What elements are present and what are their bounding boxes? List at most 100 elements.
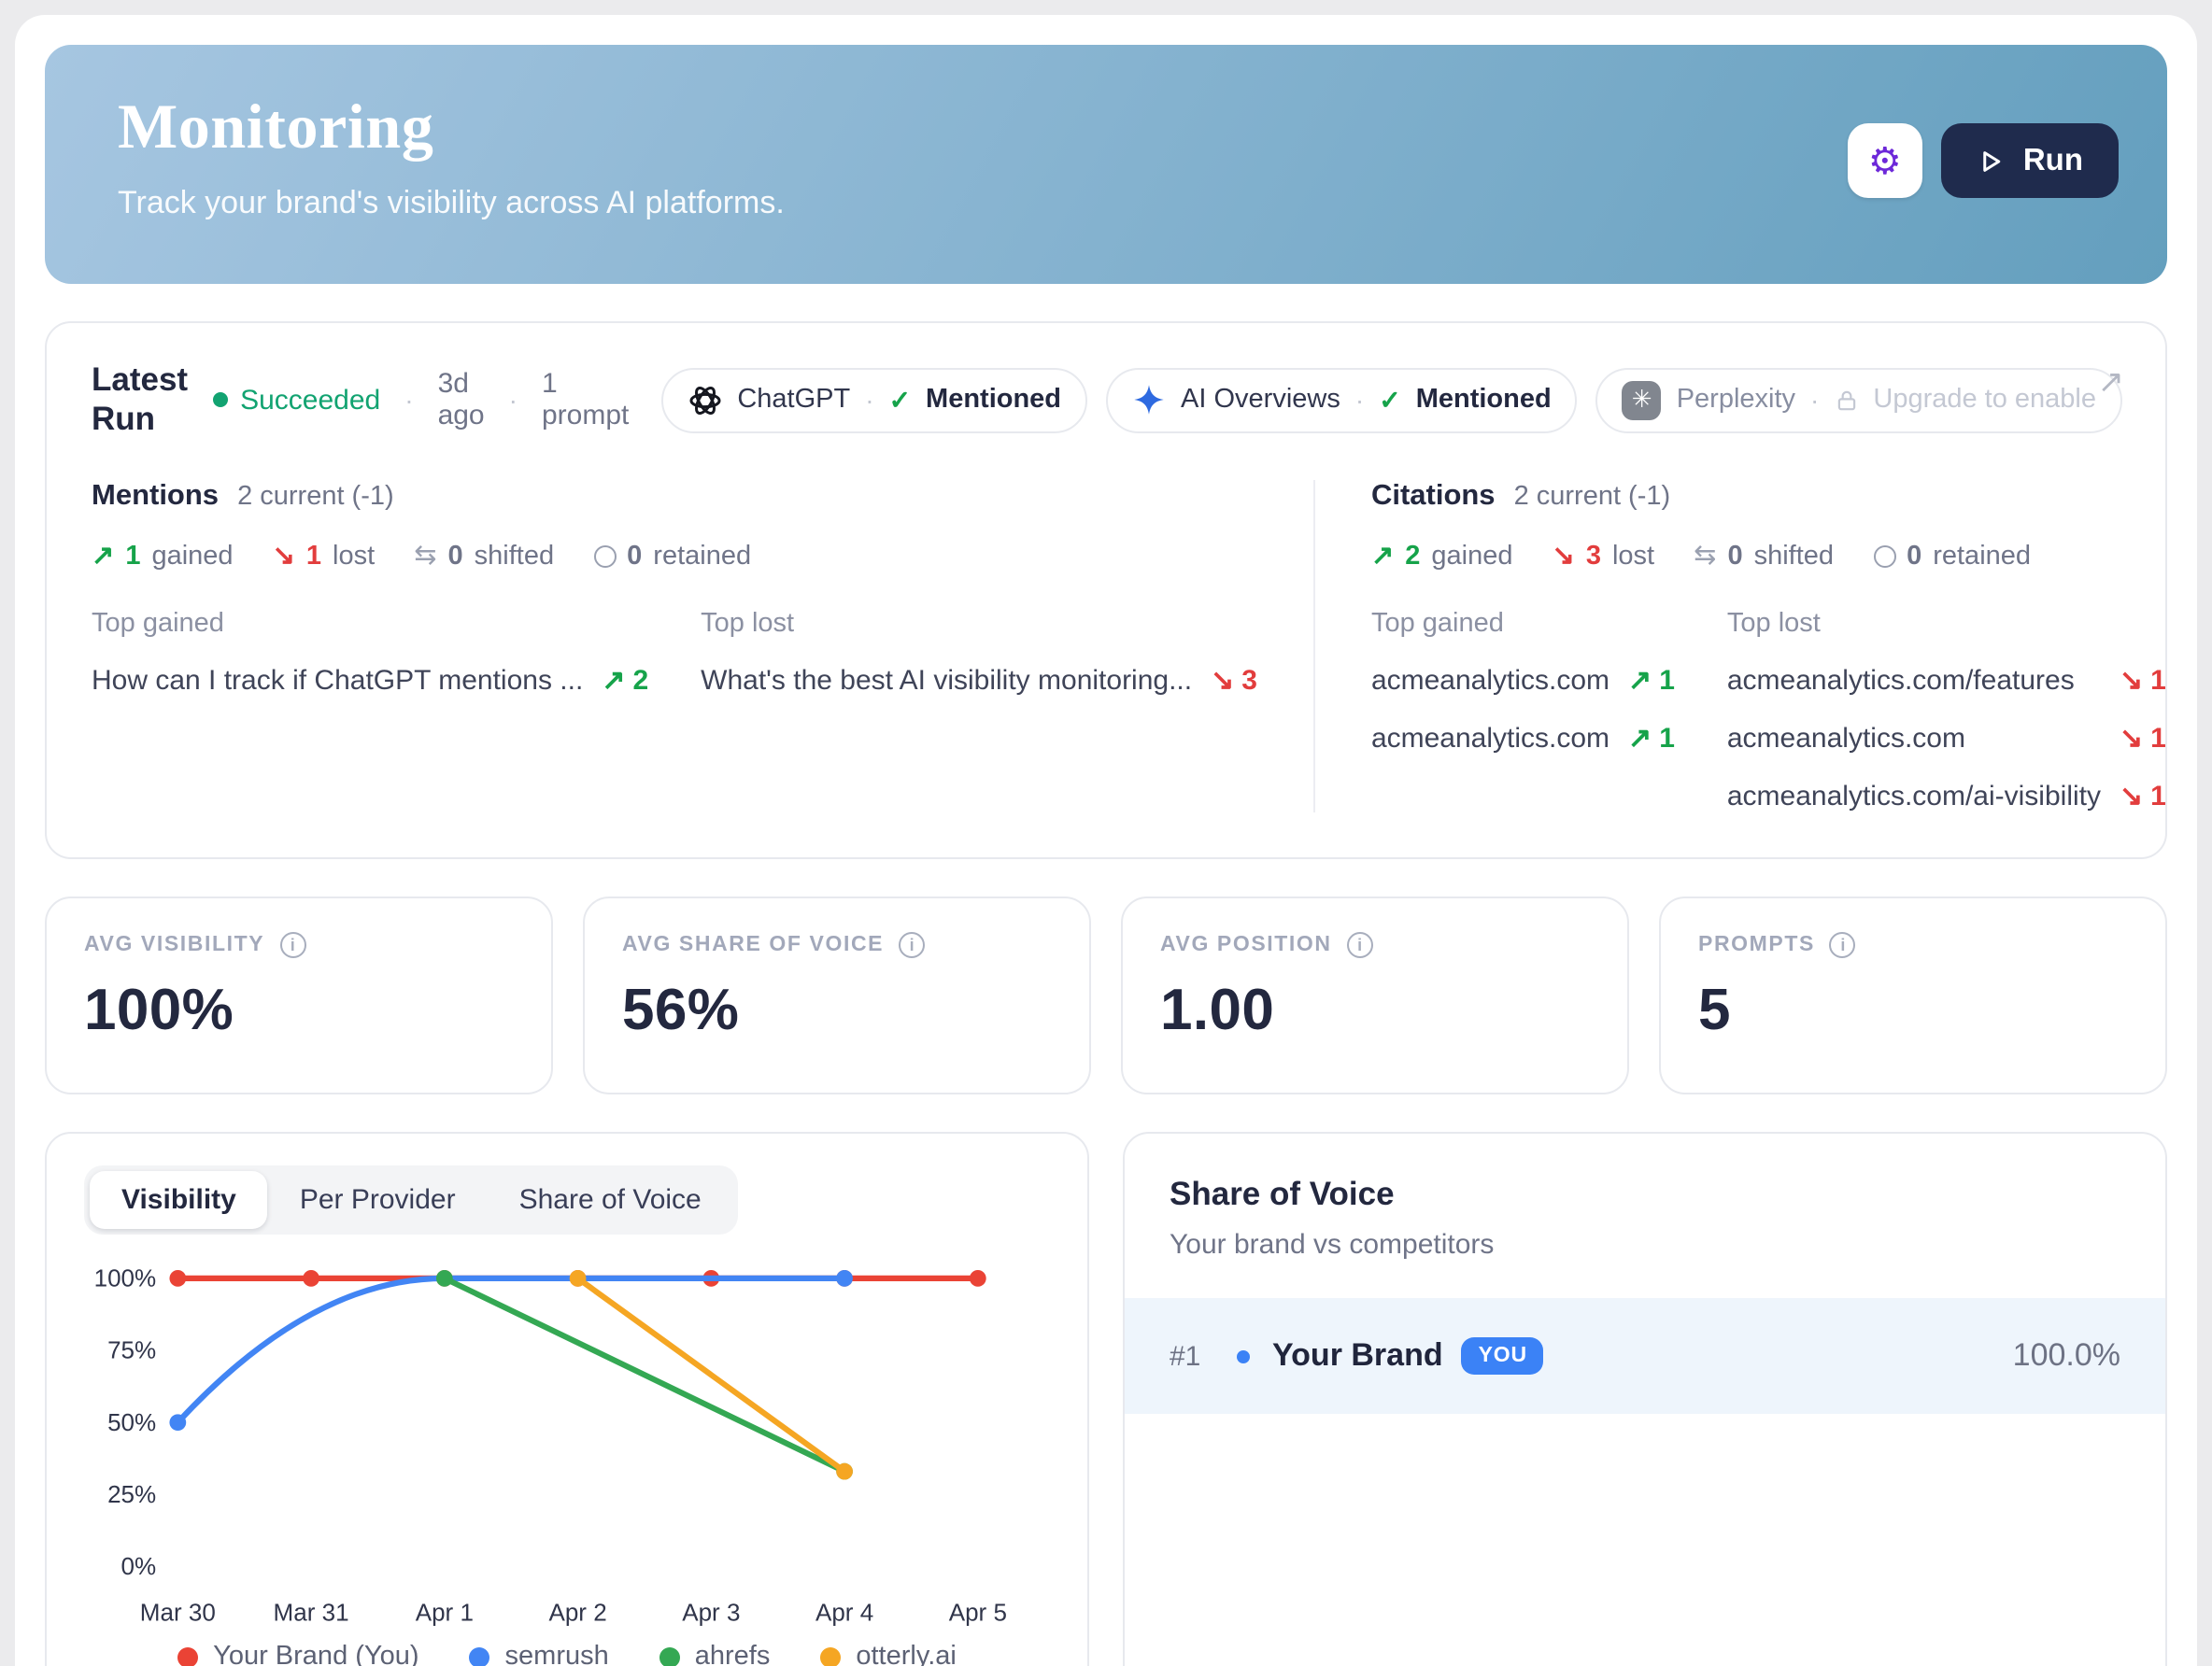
top-lost-text: What's the best AI visibility monitoring… — [701, 664, 1193, 696]
provider-badge-chatgpt[interactable]: ChatGPT · Mentioned — [660, 367, 1088, 432]
share-of-voice-subtitle: Your brand vs competitors — [1170, 1229, 1495, 1261]
y-axis-tick: 75% — [107, 1336, 156, 1364]
share-of-voice-card: Share of Voice Your brand vs competitors… — [1123, 1132, 2167, 1666]
data-point — [303, 1269, 319, 1287]
chatgpt-icon — [688, 386, 720, 414]
info-icon[interactable] — [1829, 932, 1856, 958]
top-gained-row[interactable]: acmeanalytics.com 1 — [1371, 663, 1675, 697]
mentions-top-lost: Top lost What's the best AI visibility m… — [701, 609, 1257, 697]
retained-icon — [1873, 545, 1896, 568]
top-lost-row[interactable]: acmeanalytics.com/features 1 — [1727, 663, 2166, 697]
visibility-line-chart[interactable]: 100% 75% 50% 25% 0% Mar 30 Mar 31 Apr 1 Apr 2 Apr… — [84, 1250, 1050, 1635]
tab-share-of-voice[interactable]: Share of Voice — [488, 1171, 733, 1229]
rank-label: #1 — [1170, 1340, 1201, 1372]
top-lost-text: acmeanalytics.com/ai-visibility — [1726, 780, 2101, 812]
shifted-label: shifted — [474, 542, 555, 572]
top-lost-row[interactable]: acmeanalytics.com 1 — [1727, 721, 2166, 755]
mentions-current: 2 current (-1) — [237, 482, 394, 512]
chart-legend: Your Brand (You) semrush ahrefs otterly.ai — [84, 1643, 1050, 1666]
separator-dot: · — [1810, 385, 1820, 415]
header-actions: ⚙ Run — [1847, 123, 2119, 198]
shifted-value: 0 — [1727, 542, 1743, 572]
info-icon[interactable] — [279, 932, 306, 958]
external-link-icon[interactable]: ↗ — [2097, 364, 2125, 400]
x-axis-tick: Mar 30 — [140, 1598, 216, 1626]
citations-section: Citations 2 current (-1) 2 gained 3 lost 0… — [1312, 480, 2174, 812]
status-dot-icon — [212, 392, 228, 407]
y-axis-tick: 50% — [107, 1408, 156, 1436]
stat-label-row: AVG VISIBILITY — [84, 932, 514, 958]
data-point — [169, 1269, 187, 1287]
stat-label: PROMPTS — [1698, 934, 1815, 956]
tab-per-provider[interactable]: Per Provider — [268, 1171, 488, 1229]
provider-badges: ChatGPT · Mentioned AI Overviews · Menti… — [660, 367, 2123, 432]
top-lost-row[interactable]: What's the best AI visibility monitoring… — [701, 663, 1257, 697]
y-axis-tick: 0% — [121, 1552, 157, 1580]
provider-name: AI Overviews — [1181, 385, 1340, 415]
shifted-delta: 0 shifted — [1694, 542, 1834, 572]
citations-header: Citations 2 current (-1) — [1371, 480, 2166, 514]
shifted-value: 0 — [447, 542, 463, 572]
share-of-voice-header: Share of Voice Your brand vs competitors — [1125, 1175, 2165, 1261]
lost-icon — [2120, 663, 2143, 697]
mentions-top-lists: Top gained How can I track if ChatGPT me… — [92, 609, 1257, 697]
provider-badge-ai-overviews[interactable]: AI Overviews · Mentioned — [1106, 367, 1578, 432]
run-status: Succeeded — [212, 384, 380, 416]
gained-icon — [1371, 542, 1394, 572]
top-lost-label: Top lost — [1726, 609, 1821, 639]
tab-visibility[interactable]: Visibility — [90, 1171, 268, 1229]
top-lost-count: 1 — [2120, 663, 2166, 697]
stat-value: 5 — [1698, 977, 1731, 1042]
provider-name: ChatGPT — [737, 385, 851, 415]
stats-row: AVG VISIBILITY 100% AVG SHARE OF VOICE 5… — [45, 897, 2167, 1094]
chart-tabs: Visibility Per Provider Share of Voice — [84, 1165, 739, 1235]
lost-icon — [1211, 663, 1234, 697]
run-button-label: Run — [2022, 143, 2083, 176]
top-lost-label: Top lost — [701, 609, 795, 639]
top-lost-row[interactable]: acmeanalytics.com/ai-visibility 1 — [1727, 779, 2166, 812]
top-gained-count: 2 — [602, 663, 648, 697]
top-lost-count: 1 — [2120, 721, 2166, 755]
retained-value: 0 — [627, 542, 643, 572]
latest-run-card: Latest Run Succeeded · 3d ago · 1 prompt — [45, 321, 2167, 859]
latest-run-title: Latest Run — [92, 360, 189, 437]
legend-item: otterly.ai — [820, 1643, 957, 1666]
top-gained-row[interactable]: How can I track if ChatGPT mentions ... … — [92, 663, 648, 697]
lost-icon — [1553, 542, 1575, 572]
share-of-voice-row[interactable]: #1 Your Brand YOU 100.0% — [1125, 1298, 2165, 1414]
stat-card-avg-visibility: AVG VISIBILITY 100% — [45, 897, 553, 1094]
citations-top-lost: Top lost acmeanalytics.com/features 1 ac… — [1727, 609, 2166, 812]
separator-dot: · — [1354, 385, 1365, 415]
data-point — [569, 1269, 587, 1287]
legend-dot-icon — [659, 1646, 680, 1666]
legend-item: Your Brand (You) — [177, 1643, 419, 1666]
lost-label: lost — [1611, 542, 1655, 572]
share-value: 100.0% — [2012, 1337, 2120, 1373]
y-axis-tick: 100% — [94, 1264, 157, 1292]
info-icon[interactable] — [899, 932, 926, 958]
shifted-icon — [1694, 542, 1716, 572]
top-gained-count: 1 — [1628, 721, 1675, 755]
stat-label-row: AVG SHARE OF VOICE — [622, 932, 1052, 958]
lost-icon — [273, 542, 295, 572]
x-axis-tick: Apr 4 — [815, 1598, 873, 1626]
play-icon — [1983, 150, 2001, 171]
info-icon[interactable] — [1346, 932, 1373, 958]
mentioned-check-icon — [889, 384, 911, 416]
citations-current: 2 current (-1) — [1513, 482, 1671, 512]
gained-label: gained — [151, 542, 234, 572]
provider-badge-perplexity[interactable]: ✳ Perplexity · Upgrade to enable — [1595, 367, 2123, 432]
stat-card-prompts: PROMPTS 5 — [1659, 897, 2167, 1094]
provider-status: Upgrade to enable — [1873, 385, 2097, 415]
stat-label: AVG POSITION — [1160, 934, 1332, 956]
gained-icon — [1628, 663, 1652, 697]
run-prompt-count: 1 prompt — [541, 368, 630, 431]
run-button[interactable]: Run — [1940, 123, 2119, 198]
share-of-voice-title: Share of Voice — [1170, 1175, 1395, 1212]
settings-button[interactable]: ⚙ — [1847, 123, 1922, 198]
top-gained-row[interactable]: acmeanalytics.com 1 — [1371, 721, 1675, 755]
gained-icon — [602, 663, 625, 697]
series-line — [441, 1275, 848, 1475]
